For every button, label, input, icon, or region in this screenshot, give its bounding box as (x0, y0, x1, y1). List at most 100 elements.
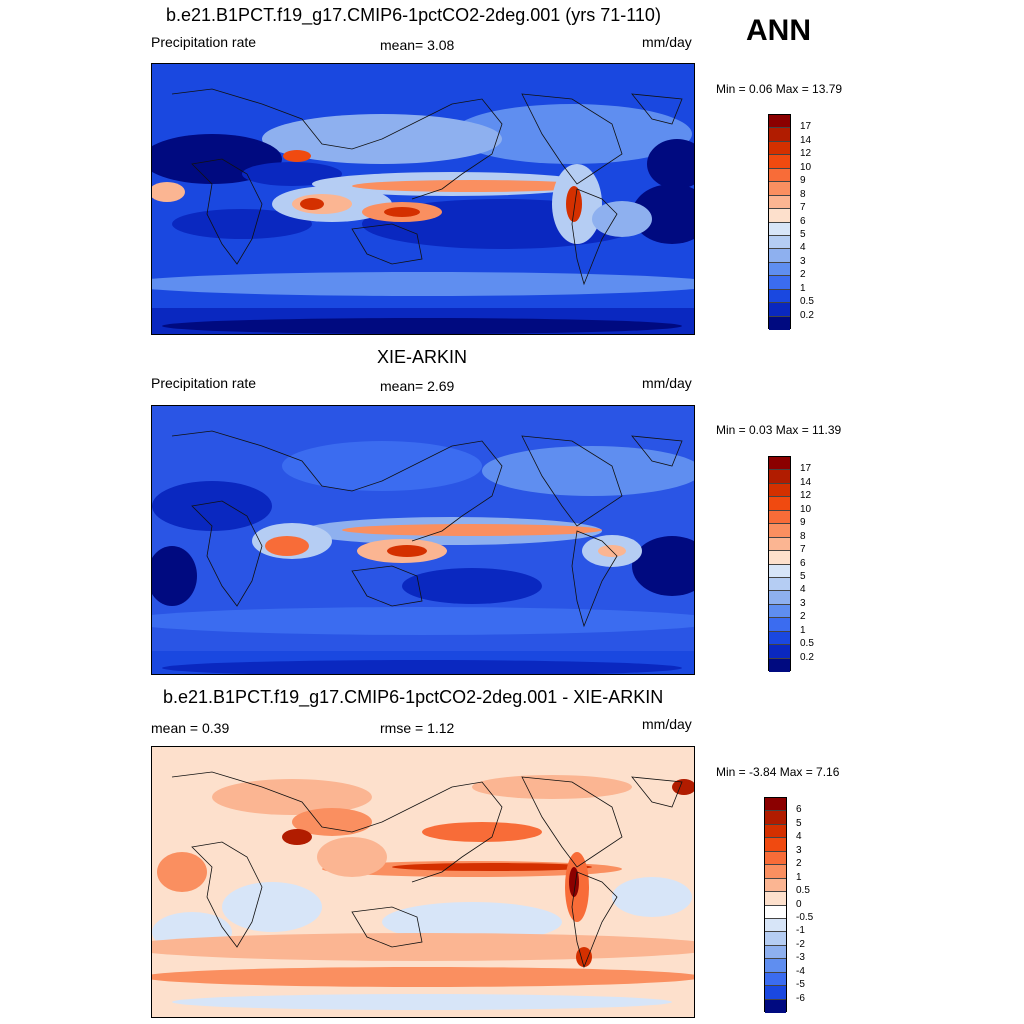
panel2-colorbar (768, 456, 791, 672)
panel1-title: b.e21.B1PCT.f19_g17.CMIP6-1pctCO2-2deg.0… (166, 5, 661, 25)
colorbar-tick-label: 2 (800, 269, 806, 281)
colorbar-tick-label: 8 (800, 188, 806, 200)
colorbar-swatch (765, 972, 786, 987)
panel1-colorbar (768, 114, 791, 330)
colorbar-swatch (769, 141, 790, 156)
colorbar-tick-label: 14 (800, 134, 812, 146)
panel3-difference-field (152, 747, 694, 1017)
panel2-variable-label: Precipitation rate (151, 375, 257, 391)
colorbar-swatch (769, 128, 790, 142)
colorbar-swatch (769, 457, 790, 471)
colorbar-swatch (769, 510, 790, 525)
colorbar-tick-label: 1 (800, 282, 806, 294)
panel1-units-label: mm/day (642, 34, 692, 50)
colorbar-tick-label: -2 (796, 938, 805, 950)
colorbar-tick-label: 1 (800, 624, 806, 636)
colorbar-tick-label: 7 (800, 544, 806, 556)
colorbar-swatch (765, 838, 786, 852)
colorbar-swatch (765, 798, 786, 812)
colorbar-swatch (765, 824, 786, 839)
panel1-mean-label: mean= 3.08 (380, 37, 455, 53)
colorbar-tick-label: -0.5 (796, 911, 814, 923)
colorbar-swatch (769, 155, 790, 169)
colorbar-swatch (769, 262, 790, 277)
colorbar-swatch (769, 591, 790, 605)
colorbar-swatch (765, 878, 786, 893)
colorbar-tick-label: -6 (796, 992, 805, 1004)
panel2-minmax: Min = 0.03 Max = 11.39 (716, 423, 842, 437)
colorbar-swatch (765, 892, 786, 906)
colorbar-tick-label: 5 (796, 817, 802, 829)
colorbar-swatch (769, 168, 790, 183)
colorbar-tick-label: 2 (800, 611, 806, 623)
colorbar-tick-label: 0.5 (796, 885, 810, 897)
colorbar-tick-label: 6 (800, 215, 806, 227)
panel3-rmse-label: rmse = 1.12 (380, 720, 455, 736)
season-label: ANN (746, 14, 811, 47)
colorbar-tick-label: 10 (800, 503, 812, 515)
colorbar-swatch (769, 524, 790, 538)
colorbar-tick-label: 12 (800, 148, 812, 160)
colorbar-tick-label: -4 (796, 965, 805, 977)
colorbar-tick-label: 0.2 (800, 309, 814, 321)
colorbar-swatch (769, 222, 790, 236)
colorbar-swatch (769, 483, 790, 498)
colorbar-swatch (769, 658, 790, 672)
colorbar-swatch (765, 851, 786, 866)
colorbar-tick-label: 5 (800, 228, 806, 240)
colorbar-swatch (765, 865, 786, 879)
colorbar-tick-label: 0.5 (800, 296, 814, 308)
colorbar-swatch (765, 999, 786, 1013)
colorbar-swatch (769, 316, 790, 330)
colorbar-swatch (769, 276, 790, 290)
colorbar-tick-label: 2 (796, 858, 802, 870)
colorbar-swatch (769, 564, 790, 578)
panel2-precip-field (152, 406, 694, 674)
colorbar-tick-label: -1 (796, 925, 805, 937)
colorbar-tick-label: 0.5 (800, 638, 814, 650)
colorbar-tick-label: -3 (796, 952, 805, 964)
colorbar-tick-label: 1 (796, 871, 802, 883)
colorbar-swatch (769, 115, 790, 129)
colorbar-tick-label: 0.2 (800, 651, 814, 663)
panel3-units-label: mm/day (642, 716, 692, 732)
panel1-precip-field (152, 64, 694, 334)
colorbar-tick-label: 8 (800, 530, 806, 542)
panel2-mean-label: mean= 2.69 (380, 378, 455, 394)
colorbar-swatch (765, 905, 786, 919)
colorbar-swatch (769, 497, 790, 511)
panel2-map (151, 405, 695, 675)
colorbar-swatch (769, 645, 790, 659)
colorbar-tick-label: 5 (800, 570, 806, 582)
colorbar-tick-label: 3 (796, 844, 802, 856)
colorbar-tick-label: 4 (800, 242, 806, 254)
colorbar-swatch (769, 604, 790, 619)
colorbar-tick-label: 6 (796, 804, 802, 816)
colorbar-swatch (769, 289, 790, 304)
colorbar-tick-label: 4 (800, 584, 806, 596)
colorbar-tick-label: 14 (800, 476, 812, 488)
colorbar-tick-label: 9 (800, 517, 806, 529)
colorbar-swatch (765, 932, 786, 946)
colorbar-tick-label: 6 (800, 557, 806, 569)
colorbar-swatch (769, 537, 790, 552)
panel3-title: b.e21.B1PCT.f19_g17.CMIP6-1pctCO2-2deg.0… (163, 687, 664, 707)
colorbar-swatch (765, 959, 786, 973)
colorbar-swatch (769, 470, 790, 484)
colorbar-swatch (769, 618, 790, 632)
colorbar-tick-label: 3 (800, 597, 806, 609)
panel2-title: XIE-ARKIN (377, 347, 468, 367)
colorbar-tick-label: 12 (800, 490, 812, 502)
colorbar-tick-label: 10 (800, 161, 812, 173)
colorbar-tick-label: 9 (800, 175, 806, 187)
panel1-variable-label: Precipitation rate (151, 34, 257, 50)
colorbar-tick-label: 17 (800, 121, 812, 133)
colorbar-tick-label: -5 (796, 979, 805, 991)
colorbar-swatch (769, 195, 790, 210)
panel3-mean-label: mean = 0.39 (151, 720, 230, 736)
panel2-units-label: mm/day (642, 375, 692, 391)
panel1-minmax: Min = 0.06 Max = 13.79 (716, 82, 843, 96)
colorbar-tick-label: 7 (800, 202, 806, 214)
colorbar-swatch (769, 209, 790, 223)
colorbar-swatch (765, 811, 786, 825)
